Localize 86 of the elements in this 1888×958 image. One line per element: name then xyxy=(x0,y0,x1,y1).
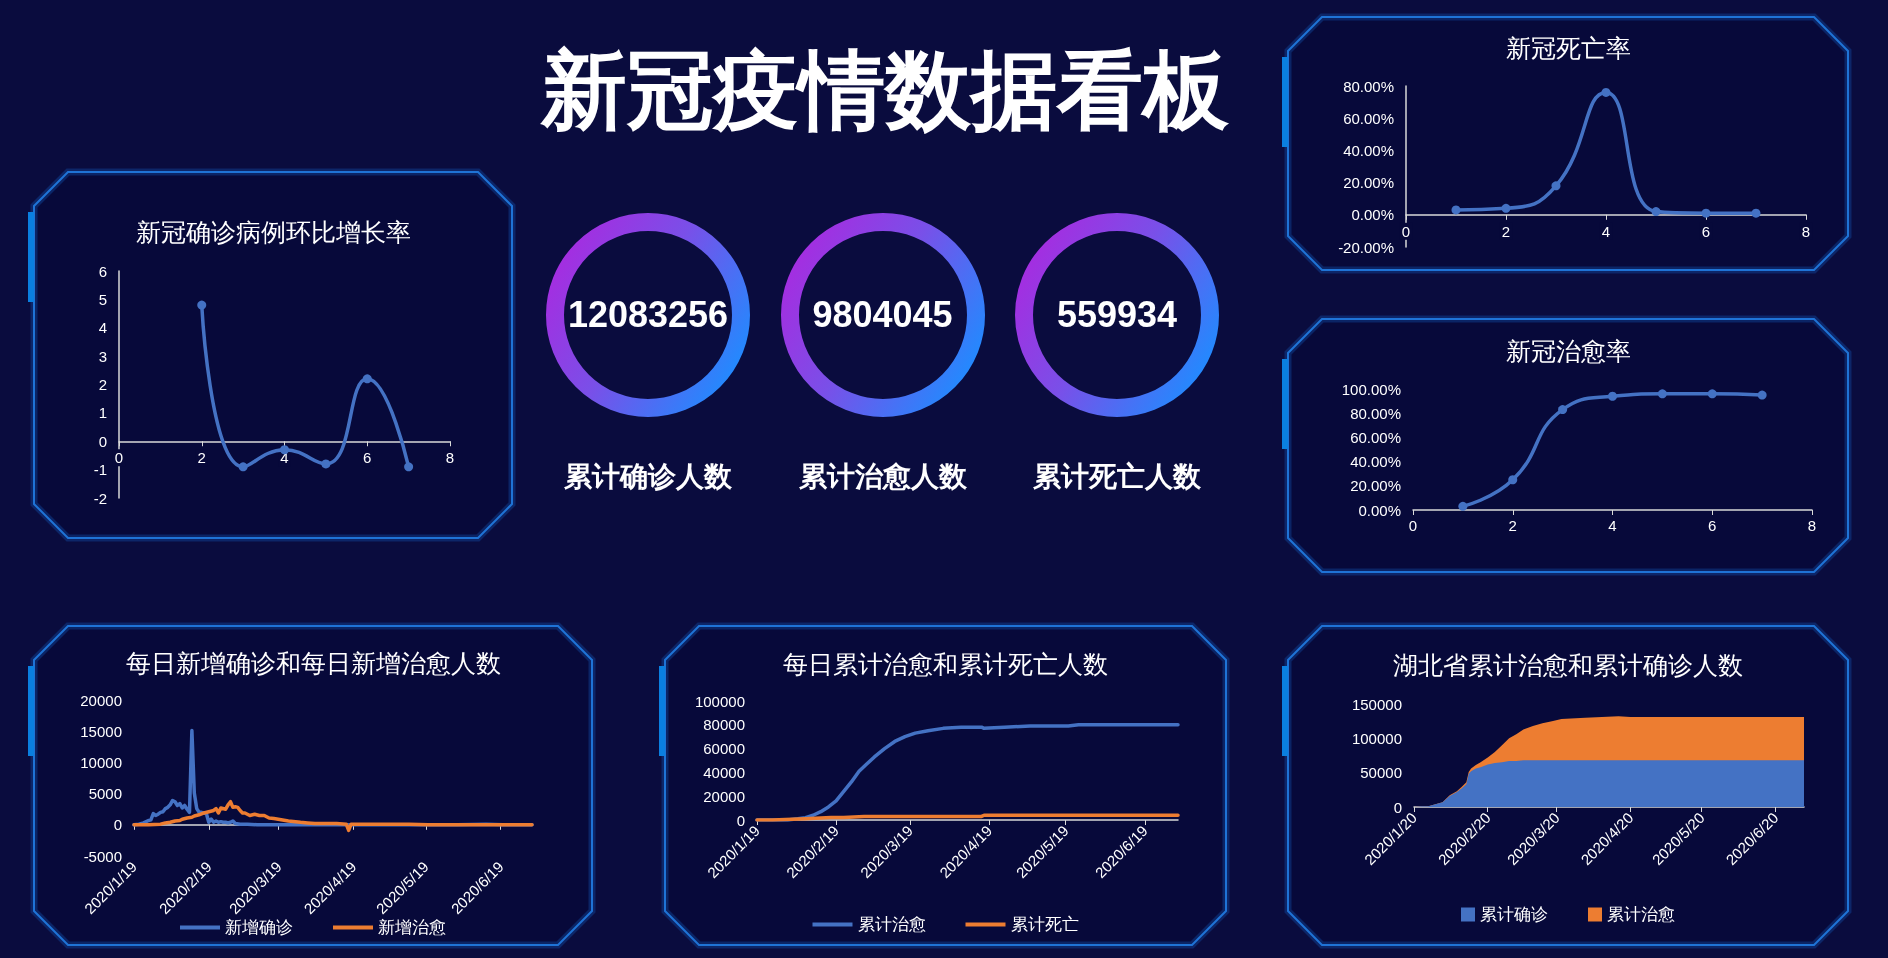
y-tick-label: 4 xyxy=(98,319,107,337)
legend-label: 新增治愈 xyxy=(378,918,446,937)
y-tick-label: 150000 xyxy=(1351,695,1402,713)
text: 新冠疫情数据看板 xyxy=(541,40,1229,140)
chart-title: 每日新增确诊和每日新增治愈人数 xyxy=(125,648,501,677)
x-tick-label: 4 xyxy=(1601,222,1611,240)
point xyxy=(1558,405,1568,415)
y-tick-label: 20.00% xyxy=(1343,174,1394,192)
x-tick-label: 8 xyxy=(1801,222,1811,240)
y-tick-label: 20.00% xyxy=(1350,477,1401,495)
y-tick-label: 100.00% xyxy=(1341,380,1401,398)
point xyxy=(1451,205,1461,215)
y-tick-label: 40.00% xyxy=(1343,141,1394,159)
legend-label: 累计治愈 xyxy=(857,915,926,934)
y-tick-label: -20.00% xyxy=(1338,238,1394,256)
point xyxy=(1701,208,1711,218)
point xyxy=(1501,203,1511,213)
y-tick-label: 80000 xyxy=(703,716,745,734)
y-tick-label: 6 xyxy=(98,262,107,280)
point xyxy=(1651,207,1661,217)
legend-label: 累计治愈 xyxy=(1607,905,1675,924)
chart-title: 湖北省累计治愈和累计确诊人数 xyxy=(1393,650,1743,679)
line-series xyxy=(132,799,534,833)
point xyxy=(1751,208,1761,218)
x-tick-label: 8 xyxy=(1807,517,1817,534)
y-tick-label: 20000 xyxy=(80,691,122,709)
point xyxy=(1757,390,1767,400)
chart-title: 新冠死亡率 xyxy=(1505,33,1631,62)
y-tick-label: 2 xyxy=(98,376,107,393)
y-tick-label: 40.00% xyxy=(1350,453,1401,471)
text: 累计治愈人数 xyxy=(798,460,967,494)
text: 累计死亡人数 xyxy=(1033,460,1201,494)
x-tick-label: 6 xyxy=(363,449,372,467)
y-tick-label: 40000 xyxy=(703,763,745,781)
y-tick-label: 1 xyxy=(98,404,107,422)
chart-title: 新冠治愈率 xyxy=(1505,336,1631,365)
text: 559934 xyxy=(1056,294,1178,336)
x-tick-label: 4 xyxy=(280,449,289,467)
legend-label: 累计死亡 xyxy=(1010,915,1079,934)
y-tick-label: 20000 xyxy=(703,787,745,805)
y-tick-label: 5 xyxy=(98,290,107,308)
x-tick-label: 8 xyxy=(445,449,455,467)
y-tick-label: 80.00% xyxy=(1343,77,1394,95)
chart-title: 新冠确诊病例环比增长率 xyxy=(135,217,411,246)
y-tick-label: 0 xyxy=(98,432,107,450)
legend-label: 累计确诊 xyxy=(1480,905,1548,924)
x-tick-label: 6 xyxy=(1708,517,1717,534)
x-tick-label: 4 xyxy=(1608,517,1617,534)
y-tick-label: 80.00% xyxy=(1350,404,1401,422)
y-tick-label: 5000 xyxy=(88,785,122,803)
y-tick-label: 0.00% xyxy=(1358,501,1401,519)
y-tick-label: 60.00% xyxy=(1350,428,1401,446)
x-tick-label: 0 xyxy=(1408,517,1418,534)
x-tick-label: 2 xyxy=(1508,517,1517,534)
y-tick-label: 3 xyxy=(98,347,107,365)
y-tick-label: 10000 xyxy=(80,753,122,771)
point xyxy=(362,374,372,384)
point xyxy=(1551,181,1561,191)
x-tick-label: 2 xyxy=(1501,222,1511,240)
point xyxy=(404,462,414,472)
point xyxy=(321,459,331,469)
text: 12083256 xyxy=(567,294,729,336)
y-tick-label: 0.00% xyxy=(1351,206,1394,224)
y-tick-label: -1 xyxy=(93,461,107,479)
point xyxy=(238,462,248,472)
legend-label: 新增确诊 xyxy=(225,918,293,937)
text: 9804045 xyxy=(812,294,953,336)
y-tick-label: -5000 xyxy=(83,847,122,865)
point xyxy=(1601,87,1611,97)
x-tick-label: 2 xyxy=(197,449,206,467)
y-tick-label: 60000 xyxy=(703,740,745,758)
x-tick-label: 6 xyxy=(1701,222,1711,240)
y-tick-label: 60.00% xyxy=(1343,109,1394,127)
text: 累计确诊人数 xyxy=(564,460,732,494)
y-tick-label: -2 xyxy=(93,489,107,507)
y-tick-label: 15000 xyxy=(80,722,122,740)
point xyxy=(1657,389,1667,399)
y-tick-label: 100000 xyxy=(694,692,745,710)
point xyxy=(1707,389,1717,399)
point xyxy=(1608,391,1617,401)
point xyxy=(1508,475,1518,485)
y-tick-label: 50000 xyxy=(1360,764,1402,782)
point xyxy=(197,300,207,310)
chart-title: 每日累计治愈和累计死亡人数 xyxy=(783,649,1108,678)
point xyxy=(1458,501,1468,511)
y-tick-label: 100000 xyxy=(1351,729,1402,747)
